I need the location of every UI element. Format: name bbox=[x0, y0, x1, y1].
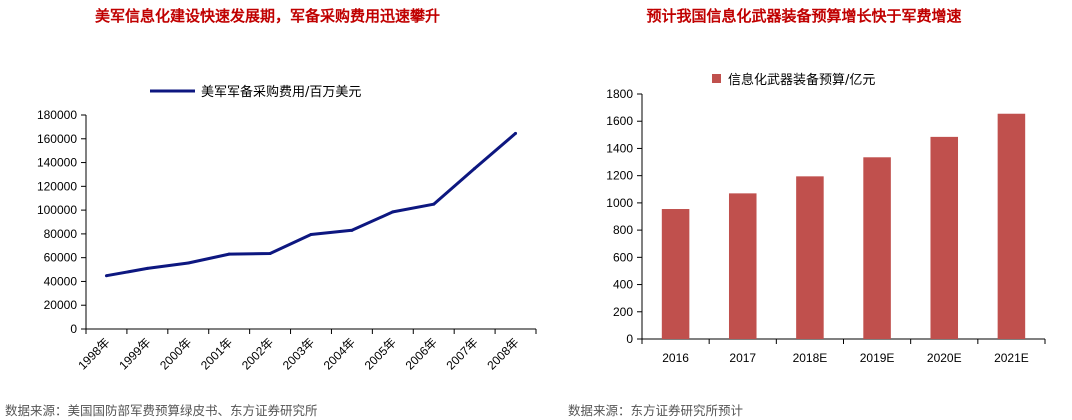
left-y-tick-label: 160000 bbox=[37, 132, 77, 146]
left-y-tick-label: 100000 bbox=[37, 203, 77, 217]
left-data-point bbox=[145, 266, 149, 270]
left-y-tick-label: 40000 bbox=[44, 274, 78, 288]
left-y-tick-label: 0 bbox=[70, 322, 77, 336]
left-x-tick-label: 2006年 bbox=[403, 335, 440, 372]
left-chart-source: 数据来源：美国国防部军费预算绿皮书、东方证券研究所 bbox=[5, 403, 318, 418]
left-x-tick-label: 2000年 bbox=[157, 335, 194, 372]
right-x-tick-label: 2020E bbox=[927, 351, 962, 365]
left-x-tick-label: 2004年 bbox=[321, 335, 358, 372]
right-y-tick-label: 0 bbox=[626, 332, 633, 346]
left-y-tick-label: 180000 bbox=[37, 108, 77, 122]
right-bar bbox=[930, 136, 959, 339]
left-series-line bbox=[106, 132, 517, 278]
left-data-point bbox=[514, 131, 518, 135]
right-y-tick-label: 200 bbox=[613, 305, 633, 319]
right-bar bbox=[796, 176, 824, 339]
right-y-tick-label: 600 bbox=[613, 250, 633, 264]
left-x-tick-label: 1998年 bbox=[75, 335, 112, 372]
right-bar bbox=[661, 209, 690, 339]
left-chart-title: 美军信息化建设快速发展期，军备采购费用迅速攀升 bbox=[94, 7, 440, 25]
right-y-tick-label: 800 bbox=[613, 223, 633, 237]
right-y-tick-label: 400 bbox=[613, 278, 633, 292]
left-y-tick-label: 20000 bbox=[44, 298, 78, 312]
left-data-point bbox=[104, 274, 108, 278]
right-x-tick-label: 2021E bbox=[994, 351, 1029, 365]
right-x-tick-label: 2019E bbox=[860, 351, 895, 365]
left-y-tick-label: 80000 bbox=[44, 227, 78, 241]
right-y-tick-label: 1000 bbox=[606, 196, 633, 210]
right-x-tick-label: 2016 bbox=[662, 351, 689, 365]
left-y-tick-label: 120000 bbox=[37, 179, 77, 193]
right-chart-source: 数据来源：东方证券研究所预计 bbox=[568, 403, 744, 418]
left-data-point bbox=[227, 252, 231, 256]
left-x-tick-label: 1999年 bbox=[116, 335, 153, 372]
left-x-tick-label: 2002年 bbox=[239, 335, 276, 372]
left-x-tick-label: 2001年 bbox=[198, 335, 235, 372]
left-data-point bbox=[350, 228, 354, 232]
right-bar bbox=[728, 193, 757, 339]
left-data-point bbox=[268, 252, 272, 256]
right-legend-label: 信息化武器装备预算/亿元 bbox=[728, 72, 875, 88]
left-data-point bbox=[473, 167, 477, 170]
left-y-tick-label: 60000 bbox=[44, 251, 78, 265]
left-x-tick-label: 2003年 bbox=[280, 335, 317, 372]
left-y-tick-label: 140000 bbox=[37, 156, 77, 170]
right-y-tick-label: 1600 bbox=[606, 114, 633, 128]
right-chart-title: 预计我国信息化武器装备预算增长快于军费增速 bbox=[646, 7, 962, 25]
right-y-tick-label: 1400 bbox=[606, 141, 633, 155]
right-y-tick-label: 1200 bbox=[606, 169, 633, 183]
left-data-point bbox=[186, 261, 190, 265]
left-x-tick-label: 2008年 bbox=[484, 335, 521, 372]
left-data-point bbox=[391, 210, 395, 214]
right-x-tick-label: 2017 bbox=[729, 351, 756, 365]
left-x-tick-label: 2005年 bbox=[362, 335, 399, 372]
left-data-point bbox=[432, 202, 436, 206]
right-x-tick-label: 2018E bbox=[793, 351, 828, 365]
left-data-point bbox=[309, 232, 313, 236]
right-bar bbox=[997, 113, 1026, 339]
right-bar bbox=[863, 157, 891, 339]
right-y-tick-label: 1800 bbox=[606, 87, 633, 101]
right-legend-swatch bbox=[712, 74, 721, 83]
left-legend-label: 美军军备采购费用/百万美元 bbox=[201, 84, 361, 100]
left-x-tick-label: 2007年 bbox=[443, 335, 480, 372]
